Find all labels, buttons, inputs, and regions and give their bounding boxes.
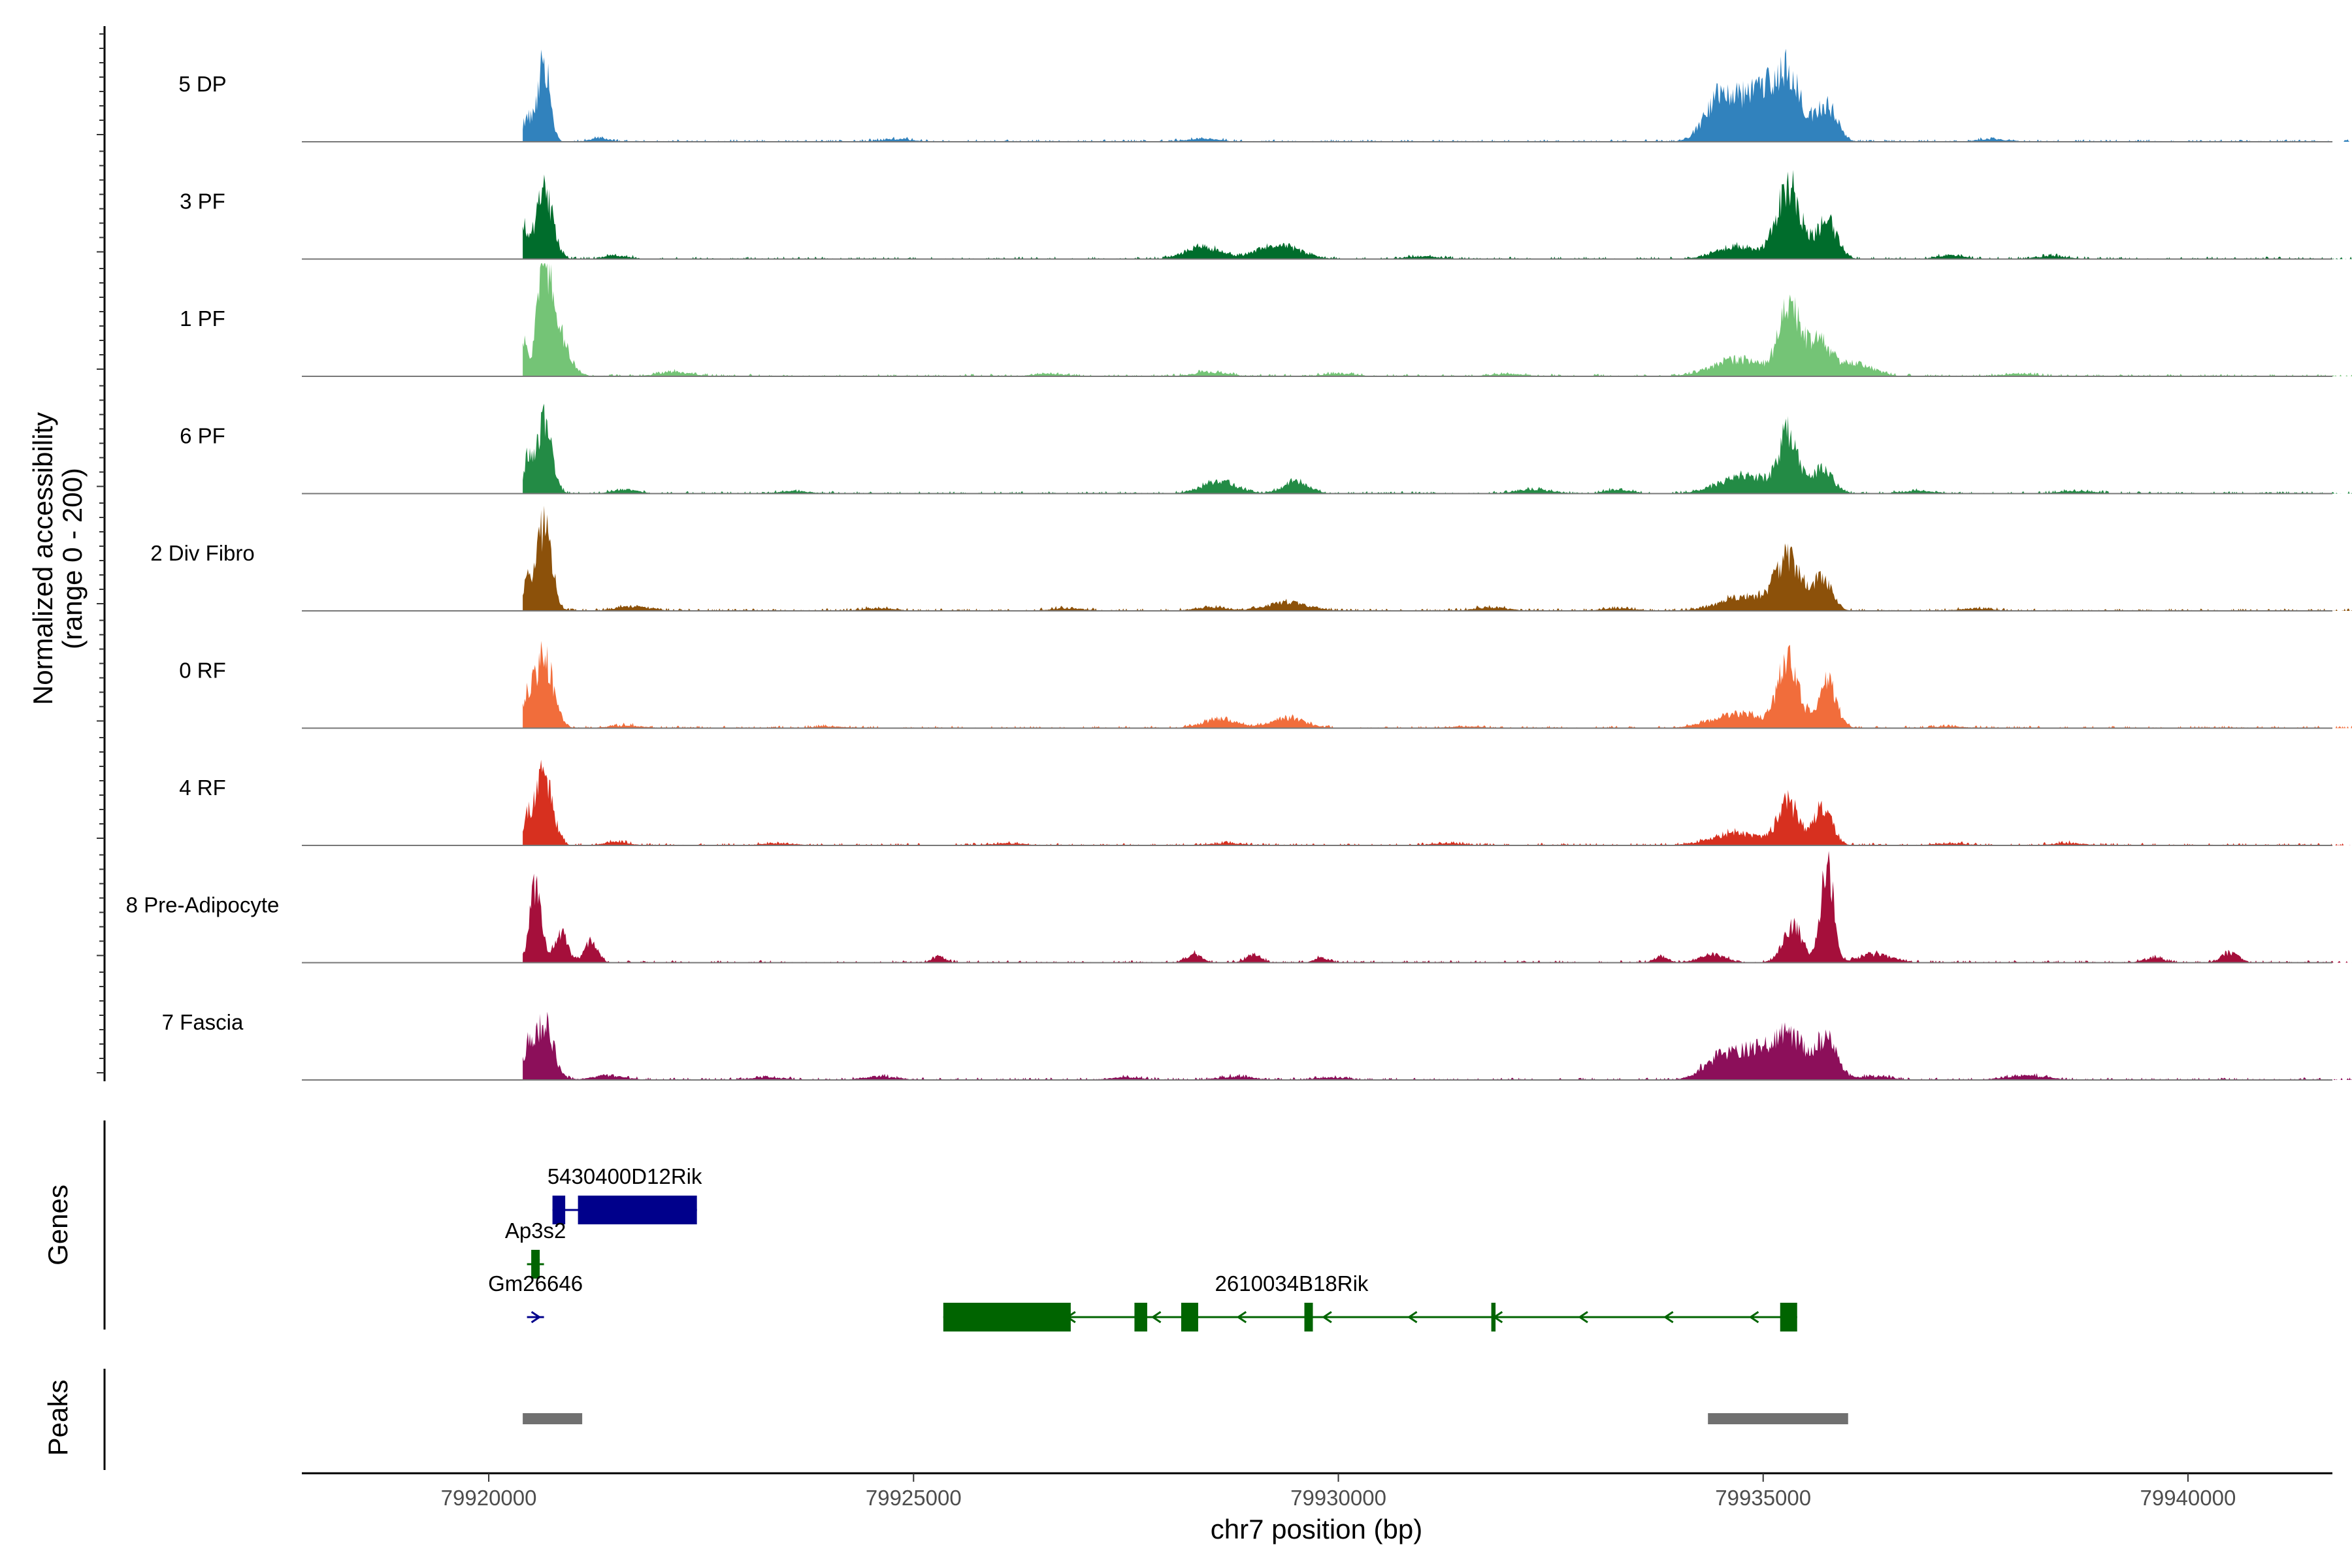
accessibility-tracks: 5 DP 3 PF 1 PF 6 PF 2 Div Fibro 0 RF 4 RF 8 Pre… — [126, 48, 2352, 1081]
strand-arrow — [1236, 1311, 1247, 1324]
track-1-pf: 1 PF — [180, 263, 2352, 377]
track-4-rf: 4 RF — [179, 759, 2352, 846]
track-signal — [523, 851, 2352, 963]
strand-arrow — [980, 1311, 990, 1324]
x-axis: 79920000 79925000 79930000 79935000 79940000 — [302, 1472, 2332, 1510]
gene-exon — [1780, 1303, 1797, 1331]
y-axis-subtitle: (range 0 - 200) — [57, 468, 88, 649]
gene-2610034b18rik: 2610034B18Rik — [943, 1271, 1797, 1331]
track-6-pf: 6 PF — [180, 403, 2352, 495]
gene-exon — [943, 1303, 1071, 1331]
peak-region — [1708, 1413, 1848, 1424]
gene-label: 5430400D12Rik — [547, 1164, 702, 1188]
gene-exon — [1304, 1303, 1313, 1331]
track-2-div-fibro: 2 Div Fibro — [150, 506, 2352, 612]
strand-arrow — [1663, 1311, 1674, 1324]
gene-5430400d12rik: 5430400D12Rik — [547, 1164, 702, 1224]
x-tick-label: 79920000 — [441, 1486, 537, 1510]
track-label: 3 PF — [180, 189, 225, 214]
track-signal — [523, 1011, 2352, 1080]
gene-exon — [531, 1250, 540, 1279]
track-signal — [523, 759, 2352, 845]
track-0-rf: 0 RF — [179, 641, 2352, 729]
gene-label: Ap3s2 — [505, 1218, 566, 1243]
genes-panel-label: Genes — [42, 1184, 73, 1266]
x-tick-label: 79925000 — [866, 1486, 962, 1510]
track-signal — [523, 170, 2352, 259]
gene-exon — [1181, 1303, 1198, 1331]
strand-arrow — [1578, 1311, 1588, 1324]
x-axis-title: chr7 position (bp) — [1211, 1514, 1423, 1544]
gene-label: 2610034B18Rik — [1215, 1271, 1369, 1296]
track-signal — [523, 263, 2352, 376]
track-signal — [523, 641, 2352, 728]
strand-arrow — [531, 1311, 542, 1324]
track-7-fascia: 7 Fascia — [162, 1010, 2352, 1081]
y-axis — [97, 26, 106, 1081]
strand-arrow — [1322, 1311, 1332, 1324]
y-axis-title: Normalized accessibility — [27, 412, 58, 705]
track-label: 0 RF — [179, 659, 226, 683]
track-8-pre-adipocyte: 8 Pre-Adipocyte — [126, 851, 2352, 964]
strand-arrow — [1066, 1311, 1076, 1324]
strand-arrow — [1151, 1311, 1162, 1324]
track-signal — [523, 48, 2352, 142]
track-signal — [523, 403, 2352, 494]
track-label: 1 PF — [180, 306, 225, 331]
track-label: 2 Div Fibro — [150, 541, 255, 565]
x-tick-label: 79930000 — [1290, 1486, 1386, 1510]
gene-label: Gm26646 — [488, 1271, 583, 1296]
x-tick-label: 79935000 — [1715, 1486, 1811, 1510]
track-3-pf: 3 PF — [180, 170, 2352, 260]
genes-panel: 5430400D12Rik Ap3s2 Gm26646 2610034B18Rik — [103, 1120, 1797, 1331]
peak-region — [523, 1413, 583, 1424]
gene-gm26646: Gm26646 — [488, 1271, 583, 1324]
gene-exon — [1134, 1303, 1147, 1331]
gene-exon — [578, 1196, 697, 1224]
gene-ap3s2: Ap3s2 — [505, 1218, 566, 1279]
track-label: 8 Pre-Adipocyte — [126, 893, 280, 917]
x-tick-label: 79940000 — [2140, 1486, 2236, 1510]
strand-arrow — [1407, 1311, 1418, 1324]
peaks-panel-label: Peaks — [42, 1380, 73, 1456]
strand-arrow — [1492, 1311, 1503, 1324]
track-label: 6 PF — [180, 424, 225, 448]
strand-arrow — [1748, 1311, 1759, 1324]
track-signal — [523, 506, 2352, 611]
strand-arrow — [529, 1258, 540, 1271]
gene-exon — [552, 1196, 566, 1224]
peaks-panel — [103, 1369, 1848, 1470]
track-label: 5 DP — [178, 72, 226, 96]
track-5-dp: 5 DP — [178, 48, 2352, 142]
track-label: 7 Fascia — [162, 1010, 244, 1034]
strand-arrow — [620, 1203, 630, 1217]
track-label: 4 RF — [179, 776, 226, 800]
